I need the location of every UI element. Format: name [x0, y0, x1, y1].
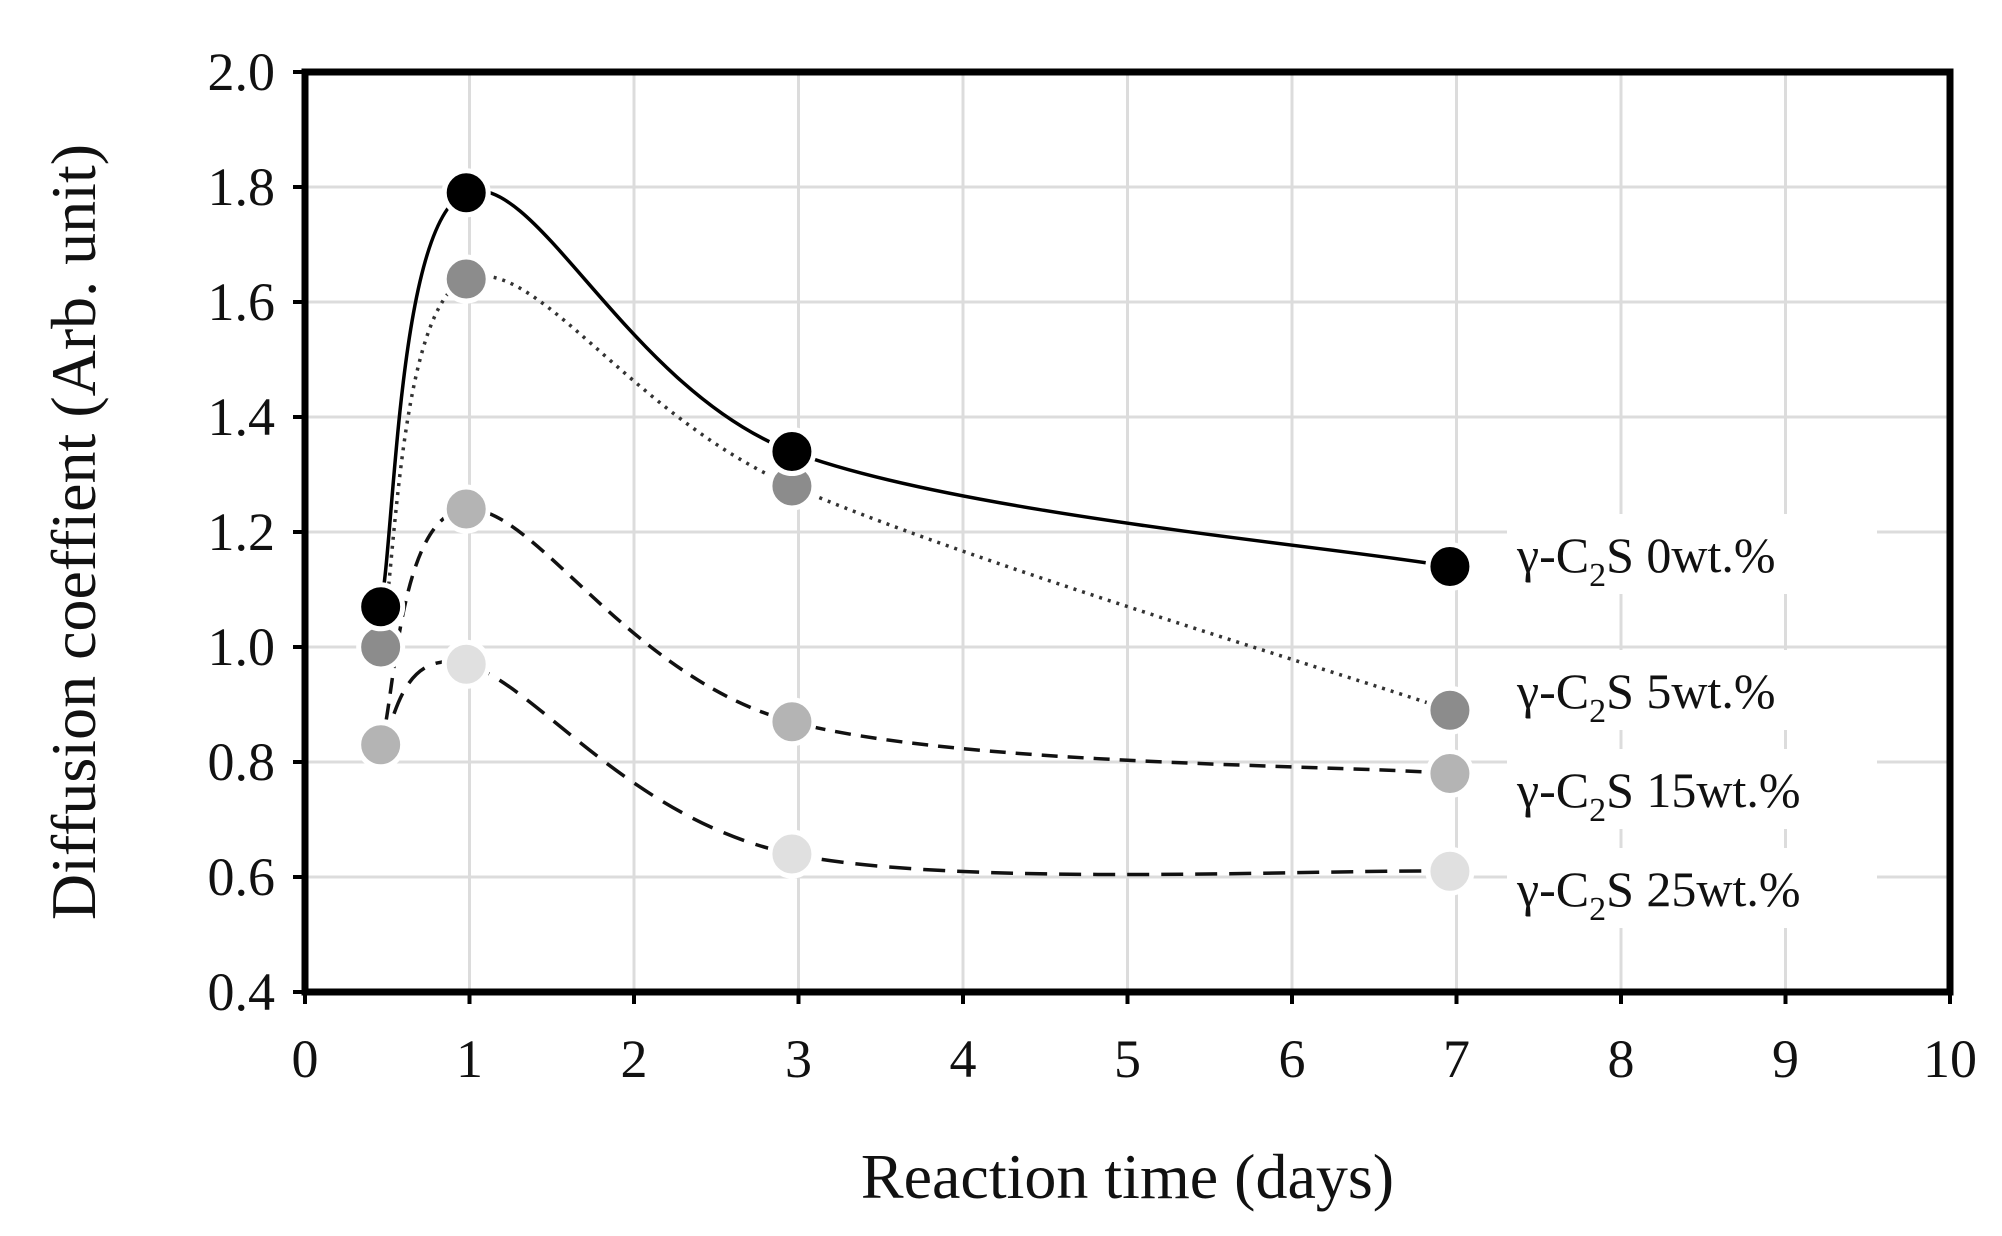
y-tick-label: 0.8: [208, 732, 276, 792]
x-tick-label: 3: [785, 1029, 812, 1089]
series-markers-layer: [356, 168, 1475, 896]
data-point-series-3: [767, 829, 817, 879]
data-point-series-3: [441, 639, 491, 689]
y-tick-label: 1.8: [208, 157, 276, 217]
y-axis-title: Diffusion coeffient (Arb. unit): [38, 144, 109, 920]
legend-layer: γ-C2S 0wt.% γ-C2S 5wt.% γ-C2S 15wt.% γ-C2S …: [1507, 514, 1877, 928]
data-point-series-1: [441, 254, 491, 304]
data-point-series-2: [767, 697, 817, 747]
data-point-series-2: [441, 484, 491, 534]
legend-background: [1507, 650, 1877, 730]
series-line-0: [378, 189, 1451, 608]
legend-background: [1507, 848, 1877, 928]
data-point-series-0: [356, 582, 406, 632]
x-tick-label: 4: [950, 1029, 977, 1089]
y-tick-label: 0.6: [208, 847, 276, 907]
data-point-series-2: [356, 720, 406, 770]
x-tick-label: 7: [1443, 1029, 1470, 1089]
data-point-series-2: [1425, 749, 1475, 798]
x-tick-label: 1: [456, 1029, 483, 1089]
x-tick-label: 10: [1923, 1029, 1977, 1089]
y-tick-label: 1.6: [208, 272, 276, 332]
series-line-1: [378, 274, 1451, 712]
x-tick-label: 0: [292, 1029, 319, 1089]
y-tick-label: 1.0: [208, 617, 276, 677]
series-lines-layer: [378, 189, 1451, 877]
data-point-series-1: [1425, 685, 1475, 735]
ticks-layer: 0 1 2 3 4 5 6 7 8 9 10 0.4 0.6 0.8 1.0 1.2 1.4 1.6 1.8 2.0: [208, 42, 1978, 1089]
legend-label-series-2: γ-C2S 15wt.%: [1516, 762, 1801, 829]
y-tick-label: 0.4: [208, 962, 276, 1022]
legend-label-series-1: γ-C2S 5wt.%: [1516, 663, 1776, 730]
series-line-3: [379, 660, 1450, 877]
x-axis-title: Reaction time (days): [861, 1141, 1394, 1212]
y-tick-label: 1.2: [208, 502, 276, 562]
x-tick-label: 6: [1279, 1029, 1306, 1089]
y-tick-label: 1.4: [208, 387, 276, 447]
legend-label-series-0: γ-C2S 0wt.%: [1516, 527, 1776, 594]
x-tick-label: 2: [621, 1029, 648, 1089]
y-tick-label: 2.0: [208, 42, 276, 102]
x-tick-label: 5: [1114, 1029, 1141, 1089]
data-point-series-0: [441, 168, 491, 218]
legend-label-series-3: γ-C2S 25wt.%: [1516, 861, 1801, 928]
data-point-series-0: [1425, 542, 1475, 591]
x-tick-label: 8: [1608, 1029, 1635, 1089]
legend-background: [1507, 749, 1877, 829]
data-point-series-1: [356, 622, 406, 672]
data-point-series-3: [1425, 846, 1475, 896]
series-line-2: [379, 507, 1451, 776]
data-point-series-0: [767, 427, 817, 476]
x-tick-label: 9: [1772, 1029, 1799, 1089]
legend-background: [1507, 514, 1877, 594]
